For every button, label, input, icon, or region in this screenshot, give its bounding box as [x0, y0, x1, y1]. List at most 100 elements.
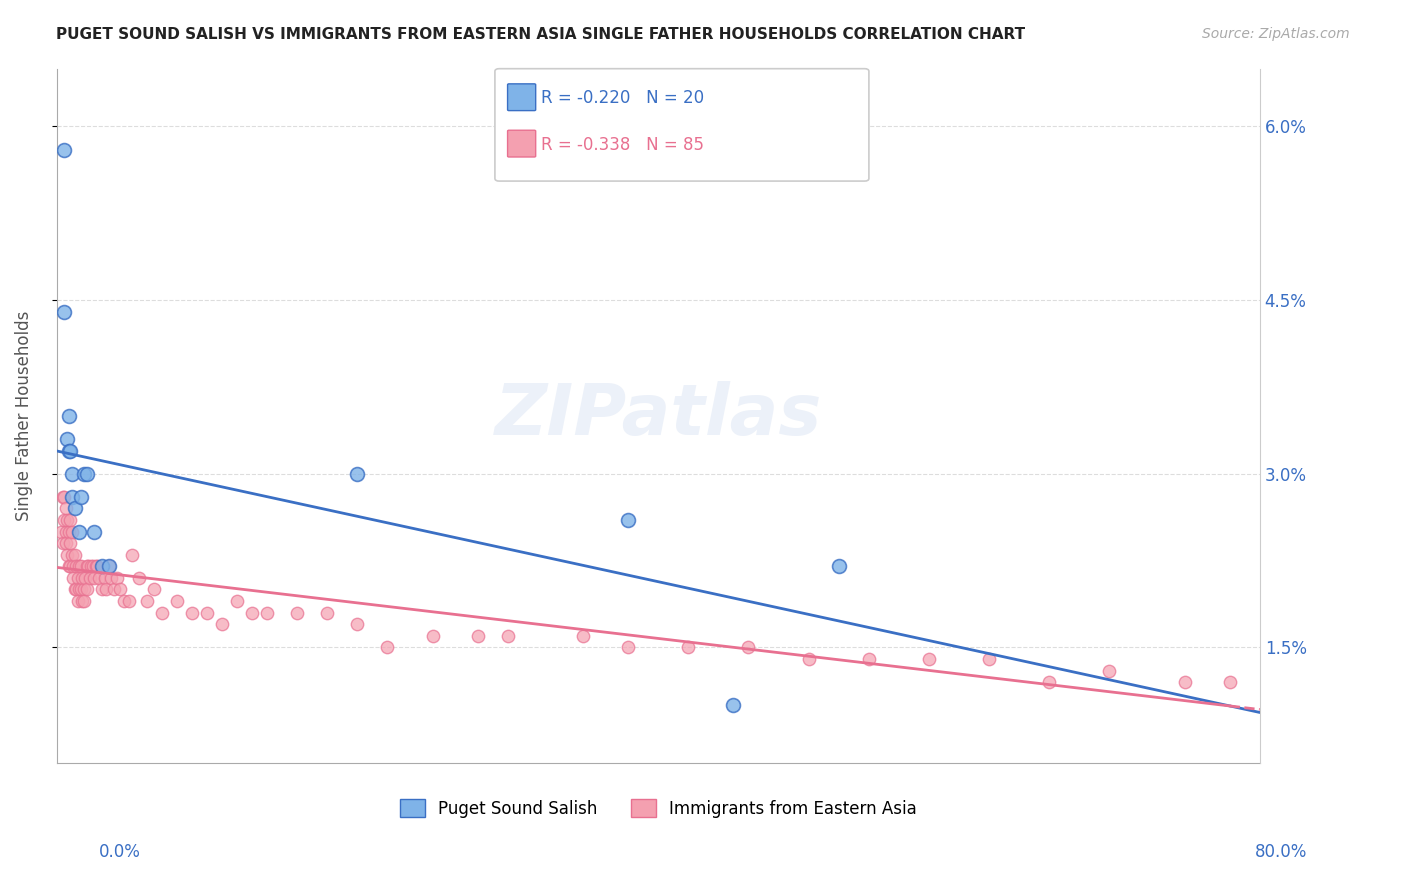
Point [572, 629, 595, 643]
Point [55, 536, 77, 550]
Point [346, 467, 368, 481]
Point [377, 640, 399, 655]
Point [84, 559, 107, 574]
Text: R = -0.220   N = 20: R = -0.220 N = 20 [541, 89, 704, 107]
Point [166, 594, 188, 608]
Point [52, 490, 75, 504]
Point [80, 559, 103, 574]
Point [112, 594, 135, 608]
Point [977, 652, 1000, 666]
Point [90, 559, 112, 574]
Point [67, 582, 90, 597]
Point [49, 524, 72, 539]
Point [73, 594, 96, 608]
Point [60, 524, 83, 539]
Point [121, 548, 143, 562]
Point [79, 571, 101, 585]
Point [1098, 664, 1121, 678]
Text: PUGET SOUND SALISH VS IMMIGRANTS FROM EASTERN ASIA SINGLE FATHER HOUSEHOLDS CORR: PUGET SOUND SALISH VS IMMIGRANTS FROM EA… [56, 27, 1025, 42]
Point [723, 698, 745, 713]
Point [58, 559, 80, 574]
Point [211, 617, 233, 632]
Point [76, 559, 98, 574]
Y-axis label: Single Father Households: Single Father Households [15, 310, 32, 521]
Point [135, 594, 157, 608]
Point [195, 606, 218, 620]
Point [55, 524, 77, 539]
Point [76, 467, 98, 481]
Point [77, 559, 100, 574]
Point [53, 304, 76, 318]
Point [93, 571, 115, 585]
Point [56, 513, 79, 527]
Point [918, 652, 941, 666]
Point [98, 559, 121, 574]
Point [100, 571, 122, 585]
Point [60, 548, 83, 562]
Point [181, 606, 204, 620]
Point [90, 582, 112, 597]
Point [150, 606, 173, 620]
Point [66, 571, 89, 585]
Point [58, 409, 80, 423]
Point [75, 571, 97, 585]
Point [60, 490, 83, 504]
Point [316, 606, 339, 620]
Point [256, 606, 278, 620]
Point [118, 594, 141, 608]
Point [1219, 675, 1241, 690]
Point [827, 559, 849, 574]
Point [240, 606, 263, 620]
Point [1174, 675, 1197, 690]
Point [143, 582, 166, 597]
Point [858, 652, 880, 666]
Point [63, 582, 86, 597]
Point [53, 513, 76, 527]
Point [346, 617, 368, 632]
Point [76, 582, 98, 597]
Point [422, 629, 444, 643]
Point [70, 594, 93, 608]
Point [55, 501, 77, 516]
Point [67, 524, 90, 539]
Point [59, 559, 82, 574]
Text: ZIPatlas: ZIPatlas [495, 381, 823, 450]
Point [797, 652, 820, 666]
Point [496, 629, 519, 643]
Point [69, 559, 91, 574]
Point [58, 443, 80, 458]
Point [285, 606, 308, 620]
Point [737, 640, 759, 655]
Point [86, 559, 108, 574]
Point [58, 524, 80, 539]
Point [59, 443, 82, 458]
Point [82, 559, 104, 574]
Point [105, 571, 128, 585]
Point [67, 559, 90, 574]
Point [63, 548, 86, 562]
Point [70, 571, 93, 585]
Point [678, 640, 700, 655]
Point [62, 559, 84, 574]
Point [56, 548, 79, 562]
Point [65, 582, 87, 597]
Point [59, 513, 82, 527]
Point [96, 582, 118, 597]
Point [53, 490, 76, 504]
Point [73, 467, 96, 481]
Point [617, 640, 640, 655]
Point [53, 143, 76, 157]
Point [108, 582, 131, 597]
Point [103, 582, 125, 597]
Point [617, 513, 640, 527]
Point [52, 536, 75, 550]
Text: Source: ZipAtlas.com: Source: ZipAtlas.com [1202, 27, 1350, 41]
Point [69, 582, 91, 597]
Point [60, 467, 83, 481]
Text: 80.0%: 80.0% [1256, 843, 1308, 861]
Point [98, 559, 121, 574]
Point [69, 490, 91, 504]
Point [65, 559, 87, 574]
Point [66, 594, 89, 608]
Text: 0.0%: 0.0% [98, 843, 141, 861]
